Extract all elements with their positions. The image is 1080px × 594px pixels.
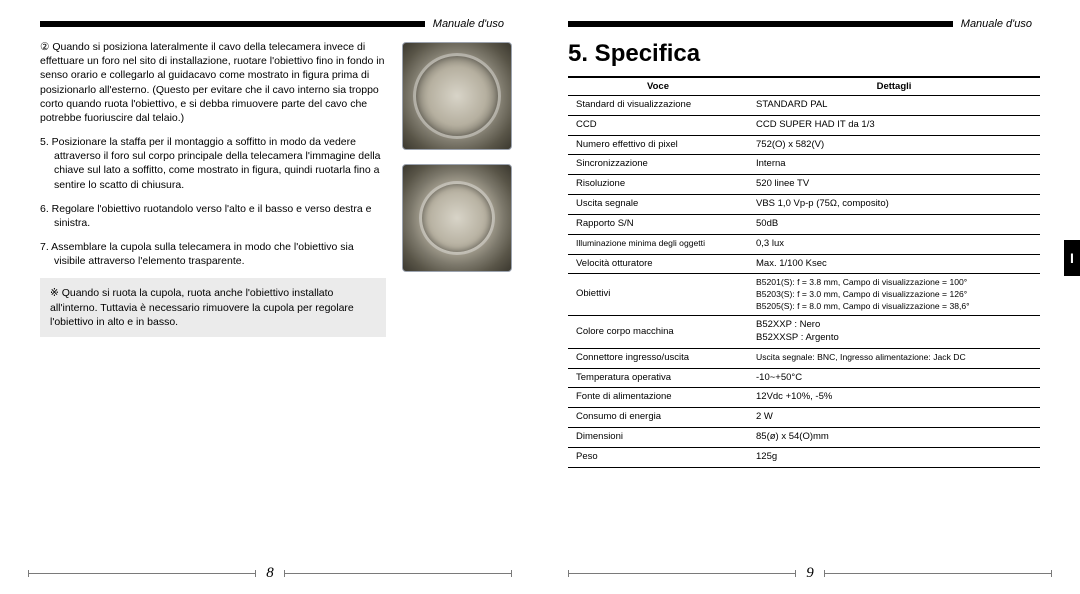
spec-value: Max. 1/100 Ksec: [748, 254, 1040, 274]
spec-value: STANDARD PAL: [748, 96, 1040, 116]
table-row: CCDCCD SUPER HAD IT da 1/3: [568, 115, 1040, 135]
spec-label: Peso: [568, 447, 748, 467]
spec-label: Consumo di energia: [568, 408, 748, 428]
page-number: 8: [266, 565, 274, 582]
header-rule: [568, 21, 953, 27]
lens-ring-icon: [419, 181, 495, 255]
spec-value: VBS 1,0 Vp-p (75Ω, composito): [748, 195, 1040, 215]
header-rule: [40, 21, 425, 27]
spec-value: CCD SUPER HAD IT da 1/3: [748, 115, 1040, 135]
spec-value: 12Vdc +10%, -5%: [748, 388, 1040, 408]
language-tab: I: [1064, 240, 1080, 276]
step-7: 7. Assemblare la cupola sulla telecamera…: [40, 240, 386, 268]
spec-label: Uscita segnale: [568, 195, 748, 215]
table-row: Temperatura operativa-10~+50°C: [568, 368, 1040, 388]
footer-rule: [284, 573, 512, 574]
page-number: 9: [806, 565, 814, 582]
spec-value: 2 W: [748, 408, 1040, 428]
note-2-paragraph: ② Quando si posiziona lateralmente il ca…: [40, 40, 386, 125]
table-header-row: Voce Dettagli: [568, 77, 1040, 96]
lens-ring-icon: [413, 53, 501, 139]
page-8: Manuale d'uso ② Quando si posiziona late…: [0, 0, 540, 594]
spec-label: Fonte di alimentazione: [568, 388, 748, 408]
spec-value: 85(ø) x 54(O)mm: [748, 427, 1040, 447]
header-label: Manuale d'uso: [433, 18, 504, 30]
spec-value: 752(O) x 582(V): [748, 135, 1040, 155]
spec-value: 125g: [748, 447, 1040, 467]
spec-value: 0,3 lux: [748, 234, 1040, 254]
col-voce: Voce: [568, 77, 748, 96]
header-label: Manuale d'uso: [961, 18, 1032, 30]
page-9: Manuale d'uso 5. Specifica Voce Dettagli…: [540, 0, 1080, 594]
footer-left: 8: [28, 565, 512, 582]
spec-label: Numero effettivo di pixel: [568, 135, 748, 155]
left-text-column: ② Quando si posiziona lateralmente il ca…: [40, 40, 386, 337]
table-row: Uscita segnaleVBS 1,0 Vp-p (75Ω, composi…: [568, 195, 1040, 215]
left-columns: ② Quando si posiziona lateralmente il ca…: [40, 40, 512, 337]
thumbnail-column: [402, 40, 512, 337]
spec-table: Voce Dettagli Standard di visualizzazion…: [568, 76, 1040, 468]
spec-value: -10~+50°C: [748, 368, 1040, 388]
spec-label: CCD: [568, 115, 748, 135]
table-row: Standard di visualizzazioneSTANDARD PAL: [568, 96, 1040, 116]
spec-label: Temperatura operativa: [568, 368, 748, 388]
header-row-right: Manuale d'uso: [568, 18, 1040, 30]
header-row-left: Manuale d'uso: [40, 18, 512, 30]
spec-label: Rapporto S/N: [568, 214, 748, 234]
footer-right: 9: [568, 565, 1052, 582]
step-6: 6. Regolare l'obiettivo ruotandolo verso…: [40, 202, 386, 230]
table-row: Dimensioni85(ø) x 54(O)mm: [568, 427, 1040, 447]
footer-rule: [824, 573, 1052, 574]
footer-rule: [568, 573, 796, 574]
footer-rule: [28, 573, 256, 574]
spec-value: 50dB: [748, 214, 1040, 234]
table-row: Velocità otturatoreMax. 1/100 Ksec: [568, 254, 1040, 274]
table-row: Peso125g: [568, 447, 1040, 467]
table-row: Fonte di alimentazione12Vdc +10%, -5%: [568, 388, 1040, 408]
table-row: Risoluzione520 linee TV: [568, 175, 1040, 195]
spec-value: Uscita segnale: BNC, Ingresso alimentazi…: [748, 348, 1040, 368]
spec-label: Standard di visualizzazione: [568, 96, 748, 116]
table-row: Consumo di energia2 W: [568, 408, 1040, 428]
figure-ceiling-bracket: [402, 164, 512, 272]
table-row: Rapporto S/N50dB: [568, 214, 1040, 234]
spec-label: Illuminazione minima degli oggetti: [568, 234, 748, 254]
spec-label: Sincronizzazione: [568, 155, 748, 175]
spec-value: B5201(S): f = 3.8 mm, Campo di visualizz…: [748, 274, 1040, 316]
col-dettagli: Dettagli: [748, 77, 1040, 96]
spec-label: Dimensioni: [568, 427, 748, 447]
table-row: Illuminazione minima degli oggetti0,3 lu…: [568, 234, 1040, 254]
section-title: 5. Specifica: [568, 40, 1040, 68]
table-row: ObiettiviB5201(S): f = 3.8 mm, Campo di …: [568, 274, 1040, 316]
spec-label: Velocità otturatore: [568, 254, 748, 274]
table-row: Connettore ingresso/uscitaUscita segnale…: [568, 348, 1040, 368]
spec-label: Colore corpo macchina: [568, 316, 748, 349]
spec-label: Connettore ingresso/uscita: [568, 348, 748, 368]
spec-value: 520 linee TV: [748, 175, 1040, 195]
figure-camera-cable: [402, 42, 512, 150]
spec-label: Obiettivi: [568, 274, 748, 316]
manual-spread: Manuale d'uso ② Quando si posiziona late…: [0, 0, 1080, 594]
note-box: ※ Quando si ruota la cupola, ruota anche…: [40, 278, 386, 337]
spec-label: Risoluzione: [568, 175, 748, 195]
spec-value: Interna: [748, 155, 1040, 175]
table-row: Numero effettivo di pixel752(O) x 582(V): [568, 135, 1040, 155]
table-row: SincronizzazioneInterna: [568, 155, 1040, 175]
step-5: 5. Posizionare la staffa per il montaggi…: [40, 135, 386, 192]
spec-value: B52XXP : Nero B52XXSP : Argento: [748, 316, 1040, 349]
table-row: Colore corpo macchinaB52XXP : Nero B52XX…: [568, 316, 1040, 349]
